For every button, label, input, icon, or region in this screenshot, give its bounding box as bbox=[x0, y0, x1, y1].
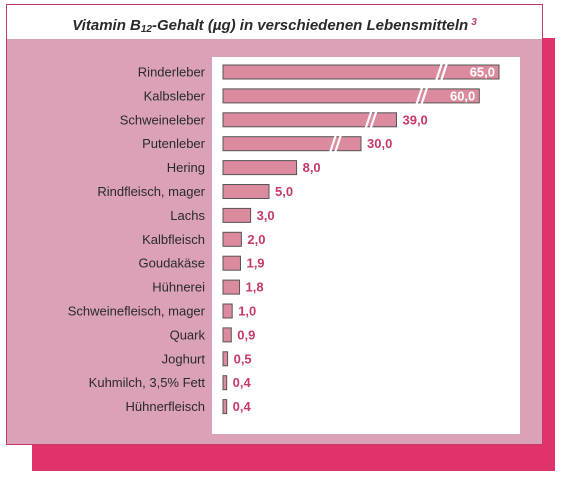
chart-card: Vitamin B12-Gehalt (µg) in verschiedenen… bbox=[6, 4, 543, 445]
value-label: 60,0 bbox=[450, 88, 475, 103]
title-suffix: -Gehalt (µg) in verschiedenen Lebensmitt… bbox=[151, 17, 469, 34]
axis-break-mark bbox=[415, 86, 424, 106]
bar bbox=[222, 375, 228, 391]
bar bbox=[222, 184, 270, 199]
axis-break-mark bbox=[420, 86, 429, 106]
axis-break-mark bbox=[439, 62, 449, 82]
value-label: 0,9 bbox=[237, 327, 255, 342]
value-label: 1,9 bbox=[246, 256, 264, 271]
category-label: Joghurt bbox=[162, 351, 206, 366]
bar bbox=[222, 255, 241, 271]
title-footnote: 3 bbox=[471, 17, 477, 28]
category-label: Kalbsleber bbox=[144, 88, 206, 103]
value-label: 0,5 bbox=[234, 351, 252, 366]
bar bbox=[222, 279, 241, 295]
value-label: 39,0 bbox=[402, 112, 427, 127]
category-label: Lachs bbox=[170, 208, 205, 223]
bar bbox=[222, 136, 362, 152]
value-label: 30,0 bbox=[367, 136, 392, 151]
title-prefix: Vitamin B bbox=[72, 17, 141, 34]
axis-break-mark bbox=[434, 62, 444, 82]
bar bbox=[222, 112, 397, 128]
category-label: Kalbfleisch bbox=[142, 232, 205, 247]
bar bbox=[222, 327, 232, 343]
bar bbox=[222, 351, 229, 367]
axis-break-mark bbox=[333, 134, 343, 154]
category-label: Putenleber bbox=[142, 136, 206, 151]
category-label: Quark bbox=[170, 327, 206, 342]
value-label: 0,4 bbox=[233, 399, 252, 414]
bar bbox=[222, 207, 252, 223]
value-label: 1,0 bbox=[238, 304, 256, 319]
category-label: Rindfleisch, mager bbox=[97, 184, 205, 199]
axis-break-mark bbox=[364, 110, 373, 130]
category-label: Kuhmilch, 3,5% Fett bbox=[89, 375, 206, 390]
value-label: 5,0 bbox=[275, 184, 293, 199]
category-label: Hühnerei bbox=[152, 280, 205, 295]
bar-chart: Rinderleber 65,0 Kalbsleber 60,0 Schweineleb… bbox=[68, 62, 500, 415]
bar bbox=[222, 88, 480, 104]
bar bbox=[222, 64, 500, 80]
value-label: 1,8 bbox=[246, 280, 264, 295]
bar bbox=[222, 231, 242, 247]
value-label: 8,0 bbox=[303, 160, 321, 175]
category-label: Hühnerfleisch bbox=[126, 399, 206, 414]
category-label: Schweineleber bbox=[120, 112, 206, 127]
bar bbox=[222, 399, 228, 415]
title-subscript: 12 bbox=[140, 24, 152, 35]
axis-break-mark bbox=[369, 110, 378, 130]
category-label: Schweinefleisch, mager bbox=[68, 304, 206, 319]
value-label: 2,0 bbox=[247, 232, 265, 247]
value-label: 0,4 bbox=[233, 375, 252, 390]
bar bbox=[222, 160, 298, 176]
category-label: Goudakäse bbox=[139, 256, 206, 271]
axis-break-mark bbox=[328, 134, 338, 154]
value-label: 65,0 bbox=[470, 65, 495, 80]
bar bbox=[222, 303, 233, 319]
value-label: 3,0 bbox=[257, 208, 275, 223]
chart-title: Vitamin B12-Gehalt (µg) in verschiedenen… bbox=[7, 5, 542, 39]
category-label: Hering bbox=[167, 160, 205, 175]
category-label: Rinderleber bbox=[138, 65, 206, 80]
title-bar: Vitamin B12-Gehalt (µg) in verschiedenen… bbox=[7, 5, 542, 39]
